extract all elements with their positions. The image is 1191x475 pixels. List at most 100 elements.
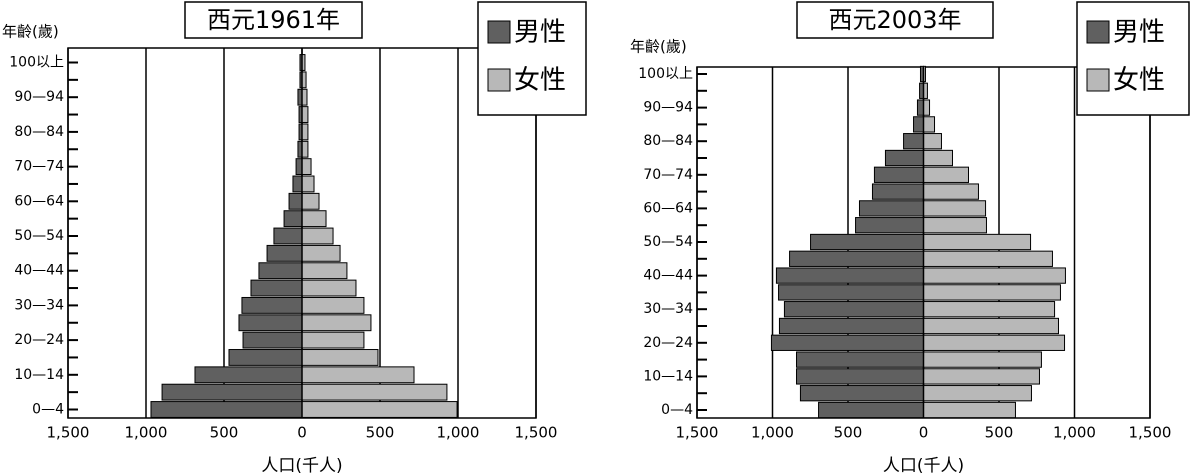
bar-male [783,301,925,318]
bar-male [796,368,924,385]
x-tick-label: 500 [985,424,1014,442]
chart-title: 西元2003年 [828,6,961,34]
title-box [796,1,994,39]
y-tick-label: 30—34 [643,301,693,317]
x-tick-label: 1,000 [751,424,794,442]
bar-female [923,334,1066,351]
y-tick-label: 40—44 [643,268,693,284]
x-tick-label: 0 [297,424,307,442]
y-tick-label: 40—44 [14,263,64,279]
bar-female [301,262,348,280]
y-tick-label: 70—74 [14,159,64,175]
y-tick-label: 0—4 [661,402,693,418]
bar-male [150,401,303,418]
bar-female [301,296,365,314]
bar-male [283,210,303,228]
bar-female [923,200,987,217]
bar-male [266,244,303,262]
x-tick-label: 1,500 [676,424,719,442]
bar-female [923,99,931,116]
bar-male [858,200,925,217]
x-axis-title: 人口(千人) [261,456,342,475]
y-tick-label: 70—74 [643,167,693,183]
bar-male [778,284,924,301]
y-tick-label: 50—54 [643,234,693,250]
bar-female [923,284,1061,301]
bar-female [301,401,458,418]
y-tick-label: 10—14 [643,368,693,384]
chart-title: 西元1961年 [207,6,340,34]
bar-female [301,383,448,401]
legend-label: 女性 [1113,66,1165,96]
bar-female [923,233,1032,251]
legend-label: 男性 [1113,18,1165,48]
title-box [184,1,363,39]
y-tick-label: 20—24 [643,335,693,351]
x-tick-label: 500 [210,424,239,442]
y-tick-label: 20—24 [14,332,64,348]
bar-male [242,331,303,349]
bar-male [250,279,303,297]
y-axis-title: 年齡(歲) [2,23,59,41]
bar-male [292,175,303,193]
x-tick-label: 1,000 [1053,424,1096,442]
y-tick-label: 60—64 [643,200,693,216]
bar-female [301,210,327,228]
bar-female [923,250,1053,267]
bar-male [295,158,303,176]
bar-male [810,233,924,251]
bar-female [301,175,315,193]
y-tick-label: 10—14 [14,367,64,383]
bar-female [923,149,953,167]
bar-male [871,183,924,200]
x-tick-label: 500 [834,424,863,442]
y-tick-label: 50—54 [14,228,64,244]
bar-female [923,401,1016,419]
bar-female [301,279,357,297]
bar-male [873,166,924,183]
bar-female [301,140,309,158]
x-axis-title: 人口(千人) [883,456,964,475]
legend-swatch [487,20,511,44]
bar-male [775,267,925,284]
bar-female [923,166,969,183]
legend-swatch [487,68,511,92]
bar-male [916,99,925,116]
bar-female [923,183,979,200]
bar-female [923,217,987,234]
bar-male [789,250,924,267]
bar-male [258,262,303,280]
bar-male [913,116,924,133]
bar-male [770,334,924,351]
bar-male [161,383,303,401]
bar-female [923,317,1059,335]
x-tick-label: 1,500 [1129,424,1172,442]
bar-female [923,368,1040,385]
legend-swatch [1086,20,1110,44]
bar-female [301,192,320,210]
y-tick-label: 60—64 [14,193,64,209]
bar-male [273,227,303,245]
y-axis-title: 年齡(歲) [630,38,687,56]
x-tick-label: 1,500 [47,424,90,442]
x-tick-label: 1,000 [125,424,168,442]
legend-swatch [1086,68,1110,92]
y-tick-label: 90—94 [643,100,693,116]
bar-female [301,227,334,245]
y-tick-label: 80—84 [643,133,693,149]
bar-female [923,116,936,133]
bar-male [799,385,924,402]
bar-female [301,123,309,141]
legend-label: 男性 [514,18,566,48]
y-tick-label: 90—94 [14,89,64,105]
y-tick-label: 0—4 [32,402,64,418]
x-tick-label: 1,000 [437,424,480,442]
bar-female [301,158,312,176]
bar-male [288,192,303,210]
y-tick-label: 100以上 [638,66,693,82]
x-tick-label: 0 [919,424,929,442]
y-tick-label: 30—34 [14,297,64,313]
bar-female [923,385,1032,402]
bar-female [301,106,309,123]
